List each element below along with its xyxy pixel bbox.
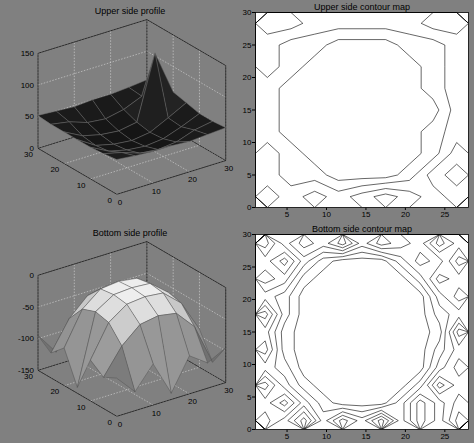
- svg-text:0: 0: [107, 196, 112, 205]
- svg-text:100: 100: [21, 81, 35, 90]
- svg-text:10: 10: [77, 403, 86, 412]
- svg-text:25: 25: [243, 263, 252, 272]
- svg-text:20: 20: [401, 210, 410, 219]
- svg-text:0: 0: [118, 198, 123, 207]
- svg-text:Upper side profile: Upper side profile: [95, 6, 166, 16]
- svg-text:15: 15: [243, 328, 252, 337]
- svg-text:20: 20: [50, 165, 59, 174]
- svg-text:-100: -100: [18, 334, 35, 343]
- svg-text:Bottom side profile: Bottom side profile: [93, 228, 168, 238]
- svg-text:10: 10: [152, 187, 161, 196]
- svg-text:25: 25: [243, 41, 252, 50]
- svg-text:0: 0: [118, 420, 123, 429]
- svg-text:30: 30: [24, 371, 33, 381]
- svg-text:20: 20: [188, 175, 197, 184]
- svg-text:10: 10: [243, 138, 252, 147]
- svg-text:30: 30: [243, 230, 252, 239]
- svg-text:30: 30: [224, 386, 233, 395]
- svg-text:150: 150: [21, 49, 35, 58]
- svg-text:20: 20: [50, 387, 59, 396]
- svg-text:0: 0: [107, 418, 112, 427]
- svg-text:20: 20: [188, 397, 197, 406]
- svg-text:Upper side contour map: Upper side contour map: [314, 2, 410, 12]
- svg-text:5: 5: [285, 210, 290, 219]
- svg-text:0: 0: [247, 425, 252, 434]
- svg-text:30: 30: [224, 164, 233, 173]
- svg-text:25: 25: [440, 210, 449, 219]
- svg-text:15: 15: [243, 106, 252, 115]
- svg-text:-150: -150: [18, 366, 35, 375]
- svg-text:5: 5: [247, 393, 252, 402]
- svg-text:15: 15: [361, 432, 370, 441]
- svg-text:10: 10: [152, 409, 161, 418]
- svg-text:0: 0: [30, 271, 35, 280]
- svg-text:20: 20: [401, 432, 410, 441]
- svg-text:0: 0: [30, 144, 35, 153]
- svg-text:20: 20: [243, 73, 252, 82]
- svg-text:-50: -50: [22, 303, 34, 312]
- svg-text:20: 20: [243, 295, 252, 304]
- svg-text:50: 50: [25, 112, 34, 121]
- svg-text:30: 30: [243, 8, 252, 17]
- svg-text:30: 30: [24, 149, 33, 159]
- svg-text:25: 25: [440, 432, 449, 441]
- svg-text:10: 10: [322, 432, 331, 441]
- svg-text:5: 5: [285, 432, 290, 441]
- svg-text:10: 10: [77, 181, 86, 190]
- svg-text:10: 10: [322, 210, 331, 219]
- svg-text:10: 10: [243, 360, 252, 369]
- svg-text:15: 15: [361, 210, 370, 219]
- svg-text:Bottom side contour map: Bottom side contour map: [312, 224, 412, 234]
- svg-text:5: 5: [247, 171, 252, 180]
- svg-text:0: 0: [247, 203, 252, 212]
